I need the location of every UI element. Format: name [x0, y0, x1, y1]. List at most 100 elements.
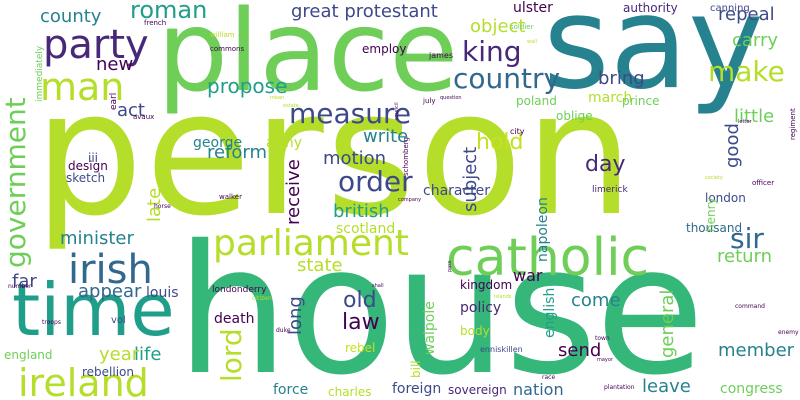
word-act: act — [117, 100, 145, 121]
word-plantation: plantation — [604, 384, 635, 391]
word-louis: louis — [146, 285, 179, 301]
word-british: british — [333, 201, 390, 222]
word-law: law — [342, 310, 380, 335]
word-prince: prince — [622, 94, 660, 108]
word-place: place — [157, 0, 459, 117]
word-england: england — [4, 348, 53, 362]
word-roman: roman — [130, 0, 208, 24]
word-time: time — [12, 268, 175, 352]
word-george: george — [193, 135, 243, 151]
word-member: member — [718, 340, 795, 361]
word-appear: appear — [78, 281, 142, 302]
word-employ: employ — [362, 42, 407, 56]
word-command: command — [735, 303, 765, 310]
word-party: party — [43, 22, 149, 68]
word-walker: walker — [219, 193, 242, 201]
word-rebellion: rebellion — [82, 365, 135, 379]
word-henry: henry — [704, 197, 718, 232]
word-canning: canning — [710, 3, 750, 14]
word-thousand: thousand — [686, 221, 743, 235]
word-year: year — [99, 344, 140, 365]
word-county: county — [40, 6, 102, 27]
word-bill: bill — [409, 360, 423, 378]
word-government: government — [0, 97, 32, 268]
word-napoleon: napoleon — [535, 197, 551, 262]
word-sovereign: sovereign — [448, 383, 507, 397]
word-person: person — [34, 53, 636, 254]
word-state: state — [297, 255, 343, 276]
word-make: make — [708, 55, 785, 88]
word-authority: authority — [623, 1, 678, 15]
word-day: day — [585, 152, 626, 177]
word-minister: minister — [60, 228, 134, 249]
word-general: general — [657, 289, 678, 358]
word-french: french — [144, 19, 167, 27]
word-city: city — [510, 127, 525, 136]
word-old: old — [343, 288, 377, 313]
word-july: july — [423, 97, 436, 105]
word-leave: leave — [642, 376, 691, 397]
word-enemy: enemy — [778, 329, 799, 336]
word-question: question — [440, 95, 462, 101]
word-town: town — [595, 335, 610, 342]
word-new: new — [96, 54, 134, 75]
word-foreign: foreign — [392, 381, 442, 397]
word-march: march — [588, 90, 633, 106]
word-country: country — [453, 62, 561, 95]
word-army: army — [266, 135, 303, 151]
word-letter: letter — [738, 119, 752, 125]
word-catholic: catholic — [446, 228, 650, 288]
word-say: say — [543, 0, 764, 118]
word-mean: mean — [270, 95, 285, 101]
word-officer: officer — [752, 179, 775, 187]
word-mayor: mayor — [597, 357, 614, 363]
word-death: death — [214, 311, 255, 327]
word-londonderry: londonderry — [212, 285, 267, 295]
word-write: write — [363, 126, 409, 147]
word-james: james — [429, 51, 454, 60]
word-sketch: sketch — [66, 171, 106, 185]
word-order: order — [338, 165, 413, 198]
word-congress: congress — [720, 381, 783, 397]
word-citizen: citizen — [252, 295, 272, 302]
word-force: force — [273, 382, 309, 398]
word-limerick: limerick — [592, 185, 628, 195]
word-object: object — [470, 16, 526, 37]
word-regiment: regiment — [789, 108, 797, 140]
word-commons: commons — [210, 45, 245, 53]
word-schomberg: schomberg — [402, 137, 410, 176]
word-design: design — [68, 159, 108, 173]
word-measure: measure — [289, 97, 412, 130]
word-number: number — [8, 283, 32, 290]
word-earl: earl — [109, 92, 119, 110]
word-london: london — [705, 191, 746, 205]
word-propose: propose — [207, 74, 288, 98]
word-life: life — [134, 344, 162, 365]
word-poland: poland — [516, 94, 557, 108]
word-scotland: scotland — [336, 221, 396, 237]
word-william: william — [210, 31, 235, 39]
word-reform: reform — [207, 142, 268, 163]
word-immediately: immediately — [35, 45, 45, 102]
word-house: house — [176, 207, 705, 400]
word-good: good — [722, 123, 743, 168]
word-send: send — [558, 340, 602, 361]
word-body: body — [460, 324, 490, 338]
word-shall: shall — [372, 283, 384, 289]
word-english: english — [542, 287, 558, 338]
word-vol: vol — [111, 315, 126, 326]
word-parliament: parliament — [213, 223, 409, 264]
word-islands: islands — [494, 294, 512, 300]
word-motion: motion — [323, 148, 387, 169]
word-great-protestant: great protestant — [291, 1, 438, 22]
word-character: character — [423, 183, 491, 199]
word-hold: hold — [476, 130, 524, 155]
word-sir: sir — [730, 222, 764, 255]
word-pass: pass — [447, 260, 453, 272]
word-receive: receive — [283, 159, 304, 225]
word-wall: wall — [527, 39, 537, 45]
word-come: come — [571, 290, 621, 311]
word-walpole: walpole — [422, 301, 438, 355]
word-war: war — [513, 266, 543, 285]
